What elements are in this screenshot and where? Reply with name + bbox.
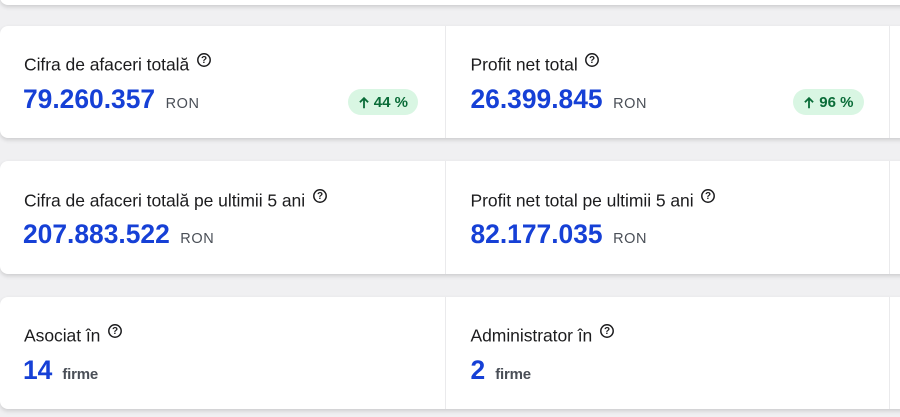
svg-text:?: ? (112, 326, 118, 337)
svg-text:?: ? (201, 55, 207, 66)
svg-text:?: ? (589, 55, 595, 66)
svg-text:?: ? (317, 191, 323, 202)
svg-text:?: ? (705, 191, 711, 202)
svg-text:?: ? (604, 326, 610, 337)
